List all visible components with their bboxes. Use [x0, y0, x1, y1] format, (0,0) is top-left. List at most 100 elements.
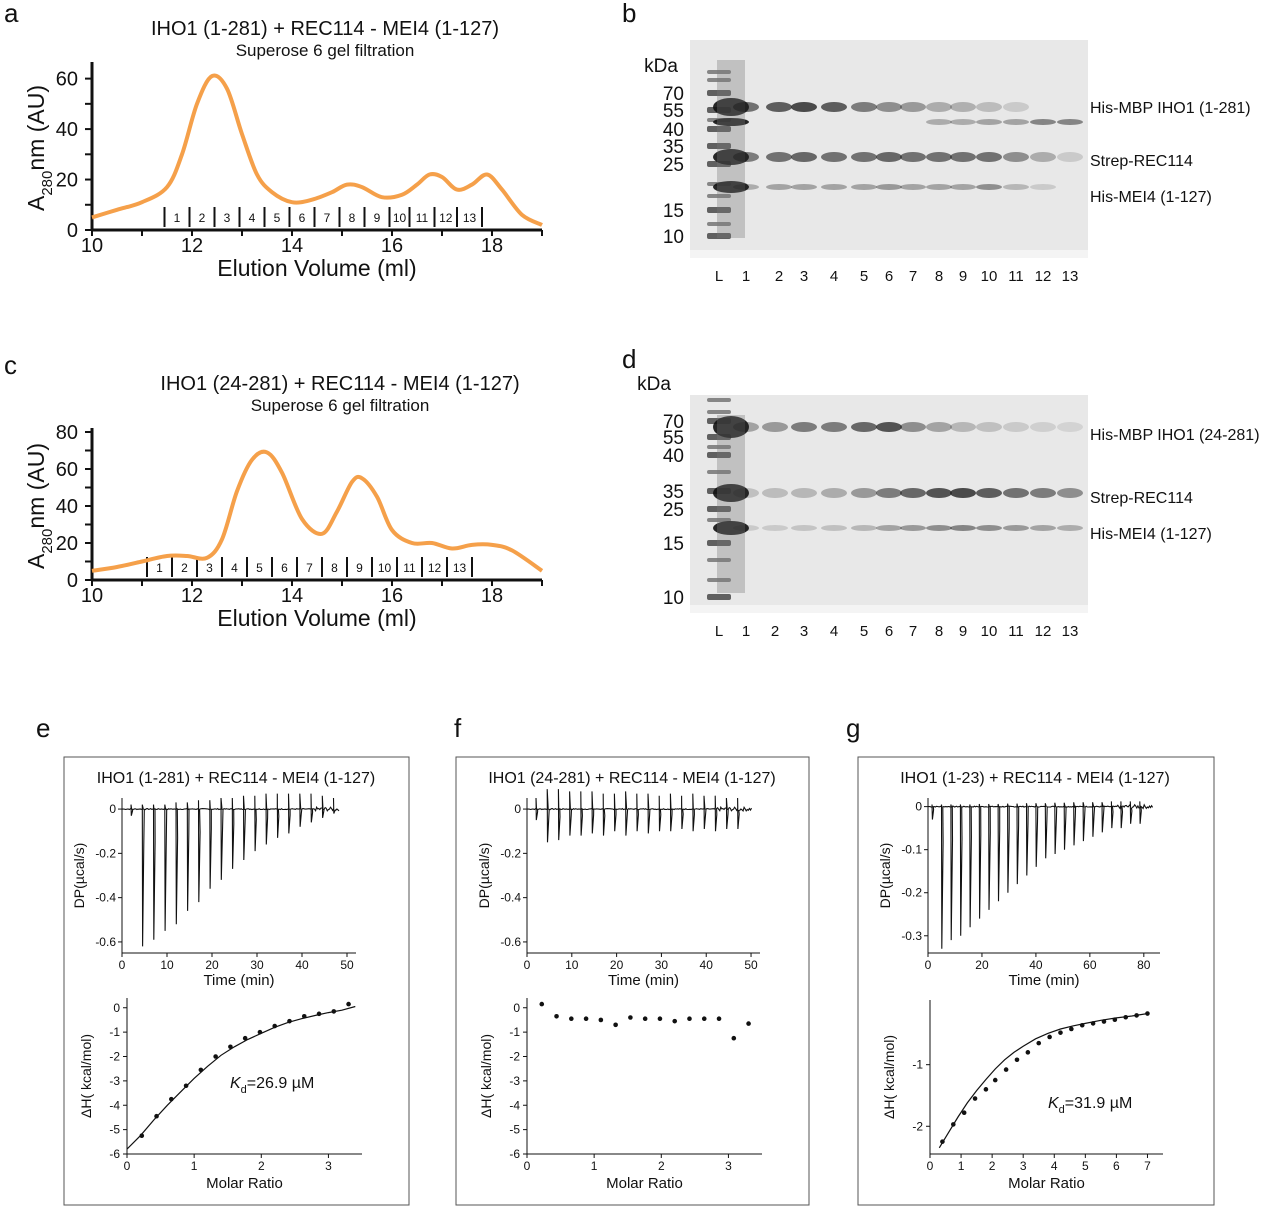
- input-band: [713, 181, 749, 193]
- data-point: [287, 1018, 292, 1024]
- chart-subtitle: Superose 6 gel filtration: [236, 41, 415, 60]
- kd-sub: d: [241, 1084, 247, 1096]
- kd-k: K: [1048, 1095, 1060, 1112]
- y-tick-label: -5: [109, 1123, 120, 1137]
- data-point: [154, 1113, 159, 1119]
- x-tick-label: 0: [119, 958, 126, 972]
- y-axis-label: DP(µcal/s): [476, 843, 492, 909]
- lane-label: 1: [742, 268, 750, 285]
- y-tick-label: 0: [513, 1001, 520, 1015]
- x-tick-label: 14: [281, 235, 303, 257]
- protein-band: [733, 488, 759, 498]
- y-tick-label: -6: [509, 1147, 520, 1161]
- lane-label: 13: [1062, 268, 1079, 285]
- lane-label: 2: [771, 623, 779, 640]
- x-tick-label: 12: [181, 585, 203, 607]
- data-point: [657, 1016, 663, 1022]
- y-tick-label: 0: [514, 802, 521, 816]
- ladder-band: [707, 410, 731, 414]
- input-band: [713, 416, 749, 438]
- input-band: [713, 98, 749, 116]
- y-axis-label-sub: 280: [39, 529, 56, 554]
- mw-marker-label: 10: [663, 227, 684, 248]
- y-tick-label: -0.1: [901, 843, 922, 857]
- lane-label: 2: [775, 268, 783, 285]
- lane-label: 13: [1062, 623, 1079, 640]
- y-tick-label: 20: [56, 170, 78, 192]
- lane-label: 1: [742, 623, 750, 640]
- x-tick-label: 12: [181, 235, 203, 257]
- protein-band: [876, 102, 902, 112]
- x-tick-label: 16: [381, 585, 403, 607]
- x-tick-label: 7: [1144, 1159, 1151, 1173]
- x-tick-label: 60: [1083, 958, 1097, 972]
- lane-label: 9: [959, 268, 967, 285]
- chart-subtitle: Superose 6 gel filtration: [251, 396, 430, 415]
- x-axis-label: Elution Volume (ml): [217, 605, 416, 631]
- protein-band: [821, 184, 847, 190]
- protein-band: [851, 422, 877, 432]
- protein-band: [1003, 102, 1029, 112]
- x-tick-label: 18: [481, 585, 503, 607]
- kd-annotation: Kd=31.9 µM: [1048, 1095, 1132, 1116]
- data-point: [972, 1096, 978, 1101]
- kd-value: =26.9 µM: [247, 1075, 314, 1092]
- itc-f-isotherm: 0 -1 -2 -3 -4 -5 -6 0 1 2 3 Molar Ratio ΔH( kcal/mol…: [478, 998, 762, 1192]
- protein-band: [851, 488, 877, 498]
- gel-bottom-edge: [690, 605, 1088, 613]
- itc-title: IHO1 (1-23) + REC114 - MEI4 (1-127): [900, 770, 1170, 787]
- itc-g-thermogram: IHO1 (1-23) + REC114 - MEI4 (1-127) 0 -0.1…: [877, 770, 1170, 989]
- input-band: [713, 118, 749, 126]
- y-tick-label: -0.3: [901, 929, 922, 943]
- itc-frame-e: [63, 756, 410, 1206]
- band-label: His-MEI4 (1-127): [1090, 526, 1212, 543]
- data-point: [198, 1067, 204, 1073]
- y-axis-label: DP(µcal/s): [877, 843, 893, 909]
- y-tick-label: -0.2: [95, 846, 116, 860]
- x-tick-label: 50: [744, 958, 758, 972]
- kd-annotation: Kd=26.9 µM: [230, 1075, 314, 1096]
- protein-band: [876, 184, 902, 190]
- protein-band: [821, 152, 847, 162]
- gel-background: [690, 40, 1088, 258]
- data-point: [731, 1035, 737, 1041]
- y-tick-label: -2: [509, 1050, 520, 1064]
- data-point: [213, 1054, 218, 1059]
- ladder-band: [707, 558, 731, 562]
- data-point: [951, 1122, 956, 1127]
- protein-band: [733, 525, 759, 531]
- protein-band: [950, 102, 976, 112]
- protein-band: [1003, 422, 1029, 432]
- panel-label-c: c: [4, 350, 17, 380]
- x-tick-label: 40: [700, 958, 714, 972]
- mw-marker-label: 55: [663, 101, 684, 122]
- lane-label: 10: [981, 623, 998, 640]
- protein-band: [762, 488, 788, 498]
- protein-band: [900, 184, 926, 190]
- mw-marker-label: 70: [663, 412, 684, 433]
- mw-marker-label: 40: [663, 120, 684, 141]
- protein-band: [791, 422, 817, 432]
- itc-g-isotherm: -1 -2 0 1 2 3 4 5 6 7 Molar Ratio ΔH( kcal/mol) Kd=3…: [881, 1000, 1163, 1192]
- protein-band: [762, 422, 788, 432]
- data-point: [228, 1044, 233, 1050]
- y-axis-label-rest: nm (AU): [23, 443, 49, 529]
- data-point: [1145, 1011, 1150, 1016]
- data-point: [139, 1133, 145, 1139]
- protein-band: [976, 119, 1002, 125]
- x-tick-label: 10: [160, 958, 174, 972]
- lane-label: 12: [1035, 268, 1052, 285]
- panel-label-a: a: [4, 0, 19, 28]
- ladder-band: [707, 70, 731, 74]
- x-tick-label: 3: [1020, 1159, 1027, 1173]
- data-point: [1112, 1017, 1118, 1023]
- protein-band: [926, 152, 952, 162]
- fraction-label: 6: [299, 211, 306, 225]
- lane-label: 11: [1008, 268, 1024, 285]
- data-point: [983, 1087, 989, 1092]
- fraction-label: 13: [463, 211, 477, 225]
- ladder-band: [707, 578, 731, 582]
- x-tick-label: 50: [340, 958, 354, 972]
- lane-label: 8: [935, 268, 943, 285]
